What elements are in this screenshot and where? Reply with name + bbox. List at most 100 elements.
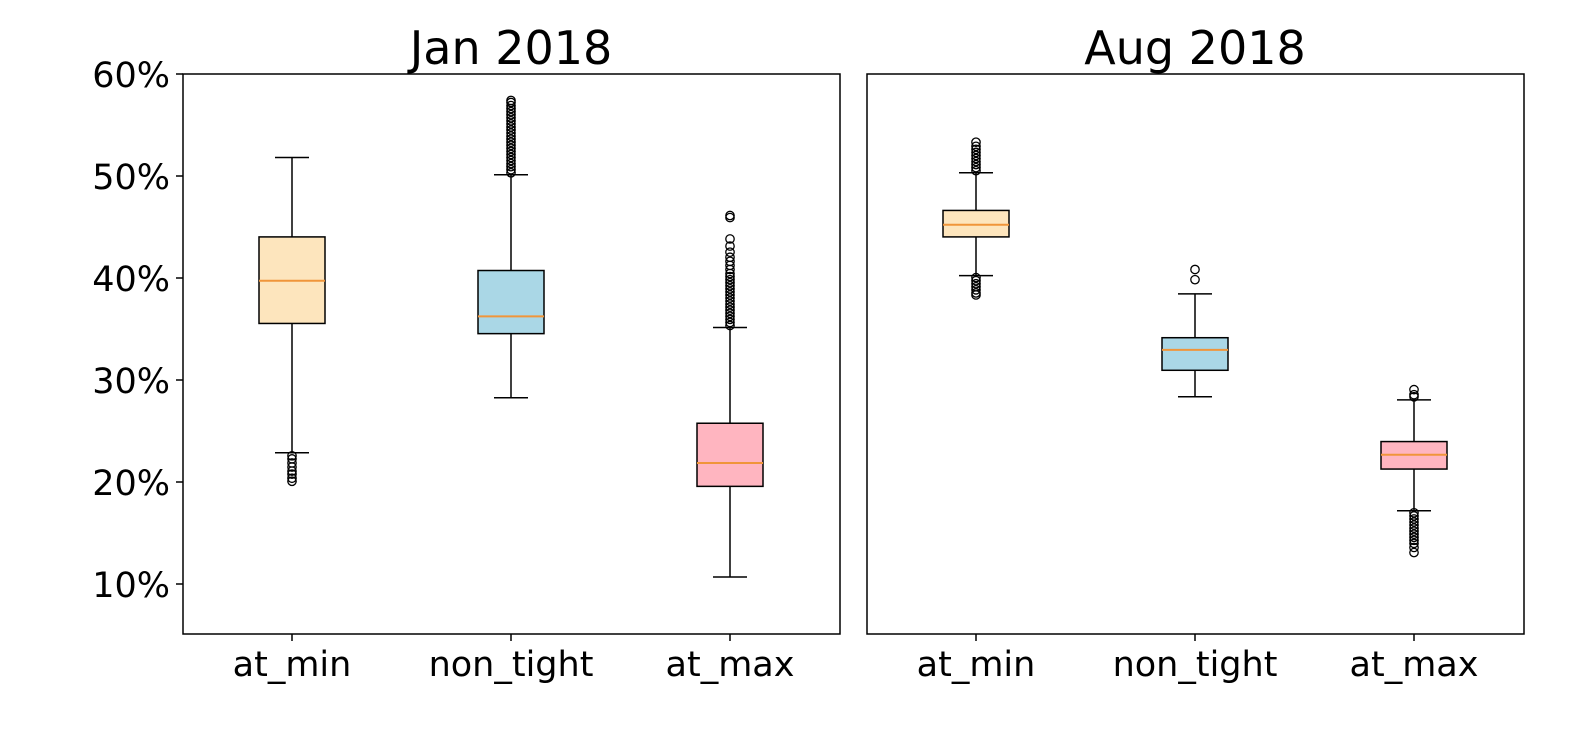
flier-point-at-max	[725, 311, 735, 322]
flier-point-at-max	[1409, 389, 1419, 400]
flier-point-non-tight	[506, 137, 516, 148]
x-axis-aug-2018: at_min non_tight at_max	[917, 634, 1479, 685]
x-tick-label-at-max: at_max	[1350, 645, 1479, 685]
flier-point-non-tight	[506, 131, 516, 141]
panel-title-jan-2018: Jan 2018	[407, 21, 613, 75]
flier-point-non-tight	[506, 100, 516, 111]
flier-point-at-max	[725, 290, 735, 300]
x-tick-at-max: at_max	[666, 634, 794, 685]
flier-point-at-min	[287, 469, 297, 479]
flier-point-at-max	[725, 296, 735, 306]
box-at-min	[942, 137, 1010, 300]
box-iqr-non-tight	[477, 269, 545, 335]
flier-point-at-min	[971, 285, 981, 295]
flier-point-at-max	[1409, 529, 1419, 540]
box-non-tight	[477, 95, 545, 399]
flier-point-at-max	[1409, 547, 1419, 558]
box-non-tight	[1161, 264, 1229, 398]
flier-point-at-max	[725, 274, 735, 285]
y-tick-10: 10%	[92, 566, 183, 606]
x-tick-at-max: at_max	[1350, 634, 1479, 685]
flier-point-at-max	[1409, 511, 1419, 521]
flier-point-non-tight	[506, 140, 516, 151]
flier-point-at-min	[971, 275, 981, 286]
flier-point-non-tight	[506, 112, 516, 123]
flier-point-at-min	[287, 462, 297, 472]
panel-title-aug-2018: Aug 2018	[1084, 21, 1306, 75]
flier-point-at-max	[725, 256, 735, 267]
flier-point-at-max	[1409, 507, 1419, 518]
flier-point-non-tight	[506, 158, 516, 169]
flier-point-at-min	[971, 144, 981, 155]
box-iqr-at-min	[942, 209, 1010, 238]
flier-point-at-max	[725, 302, 735, 313]
flier-point-non-tight	[506, 164, 516, 175]
flier-point-at-max	[1409, 538, 1419, 549]
y-tick-label-60: 60%	[92, 56, 170, 96]
y-tick-label-30: 30%	[92, 362, 170, 402]
flier-point-at-min	[287, 473, 297, 484]
flier-point-at-max	[1409, 514, 1419, 524]
box-iqr-non-tight	[1161, 336, 1229, 372]
flier-point-at-max	[725, 317, 735, 328]
flier-point-at-max	[725, 247, 735, 258]
flier-point-at-max	[725, 314, 735, 325]
x-tick-label-at-min: at_min	[917, 645, 1036, 685]
flier-point-at-max	[725, 320, 735, 331]
y-tick-50: 50%	[92, 158, 183, 198]
flier-point-at-max	[1409, 520, 1419, 530]
x-tick-label-at-min: at_min	[233, 645, 352, 685]
flier-point-at-min	[971, 156, 981, 167]
flier-point-non-tight	[506, 152, 516, 163]
x-axis-jan-2018: at_min non_tight at_max	[233, 634, 794, 685]
box-at-max	[696, 210, 764, 578]
flier-point-at-min	[287, 476, 297, 487]
y-tick-60: 60%	[92, 56, 183, 96]
flier-point-at-min	[971, 137, 981, 148]
flier-point-at-max	[725, 305, 735, 316]
flier-point-at-min	[287, 466, 297, 476]
boxes-aug-2018	[942, 137, 1448, 558]
y-tick-label-50: 50%	[92, 158, 170, 198]
flier-point-at-max	[725, 252, 735, 263]
flier-point-non-tight	[506, 149, 516, 160]
x-tick-non-tight: non_tight	[429, 634, 594, 685]
flier-point-at-min	[971, 141, 981, 152]
flier-point-non-tight	[1190, 274, 1200, 285]
flier-point-at-max	[725, 287, 735, 297]
flier-point-non-tight	[506, 146, 516, 157]
x-tick-label-non-tight: non_tight	[429, 645, 594, 685]
flier-point-at-max	[725, 277, 735, 288]
flier-point-at-min	[971, 147, 981, 158]
flier-point-at-max	[725, 234, 735, 244]
flier-point-non-tight	[506, 115, 516, 126]
flier-point-at-max	[725, 299, 735, 309]
flier-point-non-tight	[506, 128, 516, 138]
flier-point-at-max	[725, 283, 735, 294]
flier-point-at-min	[971, 165, 981, 176]
flier-point-non-tight	[506, 161, 516, 172]
flier-point-at-min	[971, 290, 981, 300]
panel-jan-2018: Jan 2018 10% 20% 30% 40% 50% 60% at_min …	[92, 21, 841, 685]
y-tick-20: 20%	[92, 464, 183, 504]
x-tick-non-tight: non_tight	[1113, 634, 1277, 685]
y-tick-label-40: 40%	[92, 260, 170, 300]
flier-point-at-min	[287, 450, 297, 461]
flier-point-at-max	[1409, 384, 1419, 395]
flier-point-at-min	[971, 159, 981, 170]
flier-point-at-min	[971, 162, 981, 173]
y-tick-40: 40%	[92, 260, 183, 300]
boxes-jan-2018	[258, 95, 764, 578]
flier-point-non-tight	[1190, 264, 1200, 275]
y-axis: 10% 20% 30% 40% 50% 60%	[92, 56, 183, 606]
box-at-max	[1380, 384, 1448, 558]
panel-aug-2018: Aug 2018 at_min non_tight at_max	[866, 21, 1525, 685]
flier-point-at-max	[725, 293, 735, 303]
flier-point-at-max	[1409, 535, 1419, 546]
flier-point-at-max	[1409, 532, 1419, 543]
flier-point-at-min	[971, 153, 981, 164]
flier-point-non-tight	[506, 106, 516, 117]
box-iqr-at-max	[696, 422, 764, 488]
flier-point-non-tight	[506, 109, 516, 120]
